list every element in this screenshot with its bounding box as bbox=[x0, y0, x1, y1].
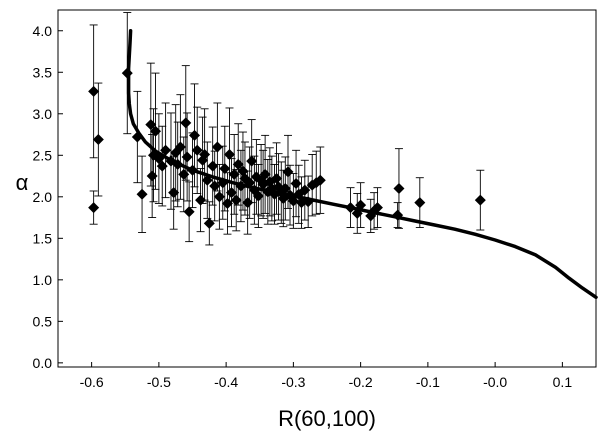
data-point bbox=[314, 174, 326, 186]
y-axis-ticks: 0.0 0.5 1.0 1.5 2.0 2.5 3.0 3.5 4.0 bbox=[33, 23, 63, 371]
y-tick-label: 3.5 bbox=[33, 64, 53, 80]
data-point bbox=[172, 158, 184, 170]
data-point bbox=[299, 184, 311, 196]
data-point bbox=[246, 155, 258, 167]
x-tick-label: -0.0 bbox=[483, 374, 507, 390]
data-point bbox=[211, 141, 223, 153]
data-point bbox=[302, 196, 314, 208]
data-point bbox=[180, 117, 192, 129]
data-point bbox=[232, 158, 244, 170]
x-axis-ticks: -0.6 -0.5 -0.4 -0.3 -0.2 -0.1 -0.0 0.1 bbox=[80, 362, 573, 390]
data-point bbox=[230, 194, 242, 206]
x-tick-label: -0.3 bbox=[281, 374, 305, 390]
data-point bbox=[174, 141, 186, 153]
data-point bbox=[195, 194, 207, 206]
x-axis-label: R(60,100) bbox=[278, 406, 376, 431]
data-point bbox=[242, 197, 254, 209]
data-point bbox=[150, 125, 162, 137]
y-tick-label: 2.5 bbox=[33, 147, 53, 163]
data-point bbox=[88, 202, 100, 214]
data-point bbox=[207, 160, 219, 172]
data-point bbox=[183, 206, 195, 218]
data-point bbox=[191, 144, 203, 156]
data-point bbox=[235, 180, 247, 192]
data-point bbox=[92, 134, 104, 146]
data-point bbox=[168, 187, 180, 199]
data-point bbox=[271, 173, 283, 185]
data-point bbox=[226, 187, 238, 199]
data-point bbox=[88, 85, 100, 97]
data-point bbox=[244, 177, 256, 189]
y-tick-label: 1.0 bbox=[33, 272, 53, 288]
data-point bbox=[201, 174, 213, 186]
data-point bbox=[199, 148, 211, 160]
y-tick-label: 0.5 bbox=[33, 313, 53, 329]
x-tick-label: -0.1 bbox=[416, 374, 440, 390]
x-tick-label: -0.5 bbox=[147, 374, 171, 390]
data-point bbox=[203, 217, 215, 229]
data-point bbox=[259, 168, 271, 180]
data-point bbox=[121, 67, 133, 79]
x-tick-label: 0.1 bbox=[553, 374, 573, 390]
data-point bbox=[160, 144, 172, 156]
data-point bbox=[228, 168, 240, 180]
data-point bbox=[252, 190, 264, 202]
y-tick-label: 3.0 bbox=[33, 106, 53, 122]
data-point bbox=[223, 148, 235, 160]
data-point bbox=[131, 131, 143, 143]
data-point bbox=[219, 163, 231, 175]
data-point bbox=[355, 199, 367, 211]
x-tick-label: -0.2 bbox=[349, 374, 373, 390]
data-point bbox=[136, 188, 148, 200]
data-point bbox=[217, 177, 229, 189]
data-point bbox=[371, 202, 383, 214]
data-point bbox=[295, 197, 307, 209]
data-point bbox=[287, 195, 299, 207]
data-point bbox=[189, 129, 201, 141]
y-tick-label: 1.5 bbox=[33, 230, 53, 246]
data-point bbox=[279, 183, 291, 194]
data-point bbox=[345, 202, 357, 214]
data-point bbox=[181, 151, 193, 163]
data-point bbox=[474, 194, 486, 206]
data-points bbox=[88, 67, 486, 229]
data-point bbox=[146, 170, 158, 182]
data-point bbox=[351, 207, 363, 219]
data-point bbox=[187, 164, 198, 176]
y-tick-label: 4.0 bbox=[33, 23, 53, 39]
data-point bbox=[178, 168, 190, 180]
data-point bbox=[393, 183, 405, 194]
data-point bbox=[282, 166, 294, 178]
data-point bbox=[221, 197, 233, 209]
x-tick-label: -0.4 bbox=[214, 374, 238, 390]
x-tick-label: -0.6 bbox=[80, 374, 104, 390]
data-point bbox=[290, 178, 302, 190]
data-point bbox=[145, 119, 157, 131]
plot-frame bbox=[57, 9, 597, 368]
y-tick-label: 2.0 bbox=[33, 189, 53, 205]
y-tick-label: 0.0 bbox=[33, 355, 53, 371]
data-point bbox=[414, 197, 426, 209]
data-point bbox=[213, 191, 225, 203]
data-point bbox=[392, 209, 404, 221]
data-point bbox=[156, 160, 168, 172]
y-axis-label: α bbox=[16, 170, 29, 195]
data-point bbox=[209, 180, 221, 192]
